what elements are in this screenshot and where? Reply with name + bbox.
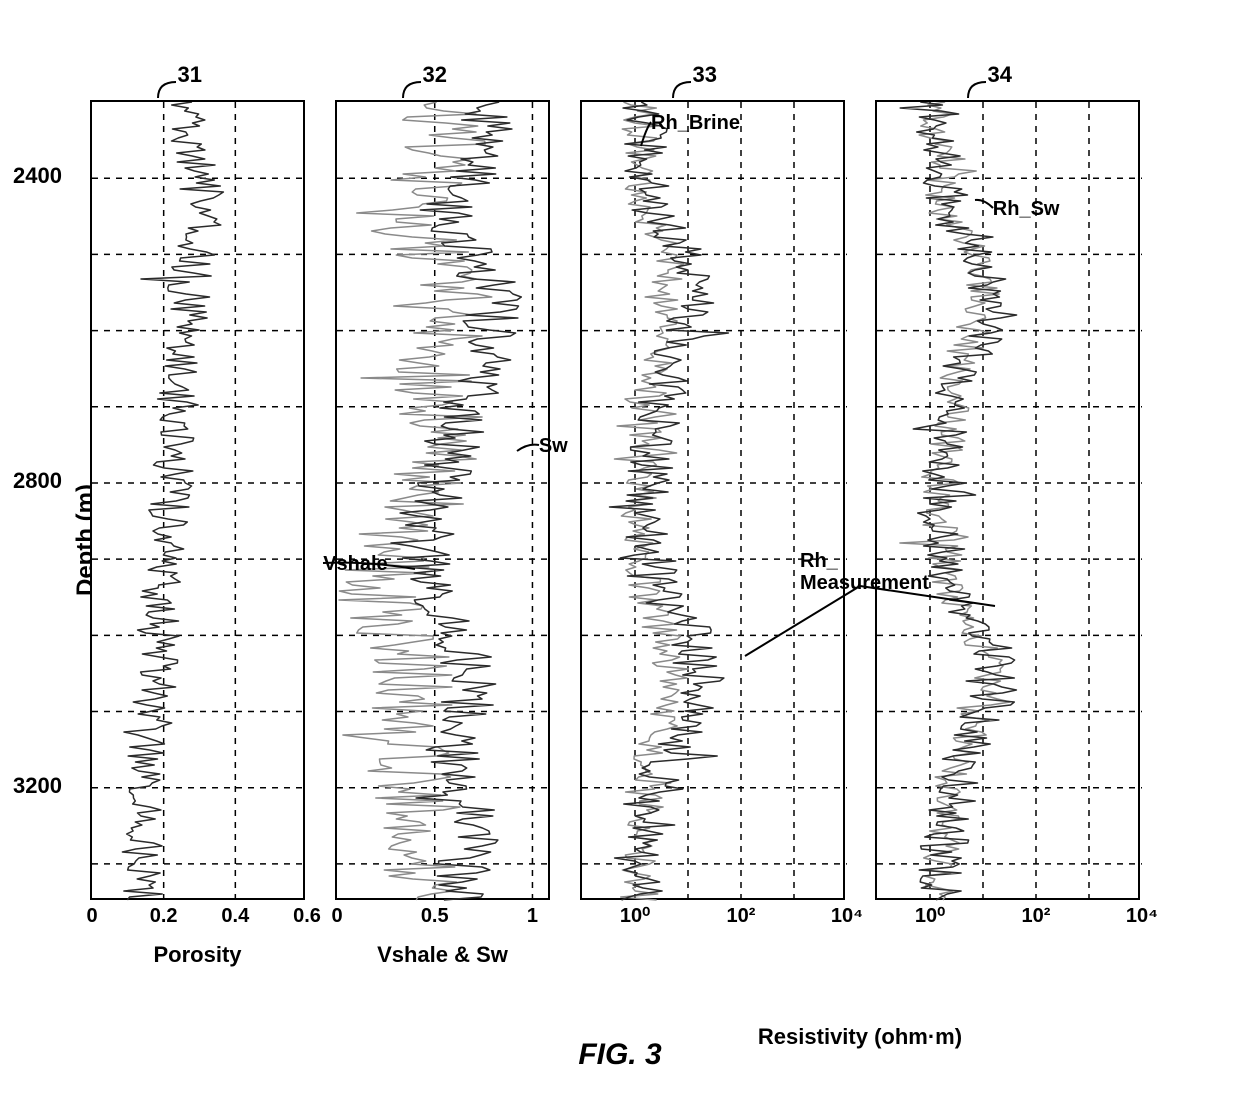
x-tick: 0 (331, 905, 342, 928)
figure-title: FIG. 3 (0, 1038, 1240, 1072)
x-tick: 0.4 (221, 905, 249, 928)
panel-callout-32: 32 (423, 62, 447, 88)
x-tick: 10⁰ (620, 903, 650, 928)
panel-resistivity-b: 3410⁰10²10⁴Rh_Sw (875, 100, 1140, 900)
x-tick: 10⁰ (915, 903, 945, 928)
x-tick: 10⁴ (1126, 905, 1158, 928)
panel-callout-34: 34 (988, 62, 1012, 88)
x-label: Vshale & Sw (337, 942, 548, 968)
y-tick: 2400 (13, 163, 62, 189)
panel-porosity: 3100.20.40.6Porosity (90, 100, 305, 900)
panel-callout-31: 31 (178, 62, 202, 88)
x-tick: 10² (727, 905, 756, 928)
x-tick: 0.6 (293, 905, 321, 928)
sw-trace (391, 102, 521, 900)
x-label: Porosity (92, 942, 303, 968)
x-tick: 0.2 (150, 905, 178, 928)
x-tick: 10² (1022, 905, 1051, 928)
x-tick: 0.5 (421, 905, 449, 928)
figure-container: Depth (m) 240028003200 3100.20.40.6Poros… (90, 100, 1150, 980)
x-tick: 1 (527, 905, 538, 928)
rh-measurement-trace (610, 102, 729, 900)
y-tick: 3200 (13, 773, 62, 799)
panel-resistivity-a: 3310⁰10²10⁴Rh_Brine (580, 100, 845, 900)
y-tick: 2800 (13, 468, 62, 494)
x-tick: 10⁴ (831, 905, 863, 928)
panel-vshale-sw: 3200.51Vshale & SwSwVshale (335, 100, 550, 900)
porosity-trace (122, 102, 223, 900)
panel-callout-33: 33 (693, 62, 717, 88)
x-tick: 0 (86, 905, 97, 928)
